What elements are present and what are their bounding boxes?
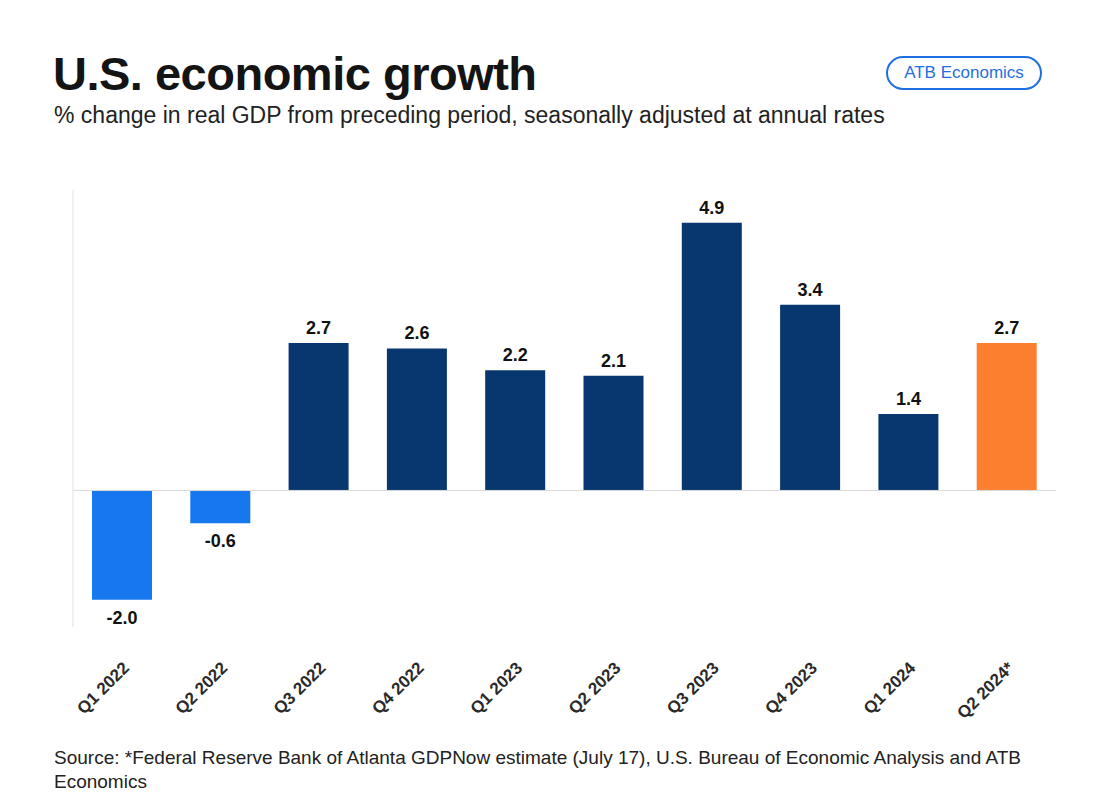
svg-text:Q2 2024*: Q2 2024*	[953, 658, 1018, 723]
html-text:U.S. economic growth: U.S. economic growth	[53, 47, 537, 100]
svg-text:2.2: 2.2	[503, 345, 528, 365]
svg-text:Q1 2024: Q1 2024	[860, 658, 920, 718]
svg-text:2.7: 2.7	[994, 318, 1019, 338]
svg-text:2.7: 2.7	[306, 318, 331, 338]
svg-text:Q2 2022: Q2 2022	[172, 658, 232, 718]
svg-text:Q1 2022: Q1 2022	[73, 658, 133, 718]
html-text:ATB Economics: ATB Economics	[904, 63, 1024, 82]
svg-text:1.4: 1.4	[896, 389, 921, 409]
svg-text:-0.6: -0.6	[205, 531, 236, 551]
svg-text:Q1 2023: Q1 2023	[467, 658, 527, 718]
svg-text:4.9: 4.9	[699, 198, 724, 218]
svg-text:-2.0: -2.0	[106, 608, 137, 628]
svg-text:3.4: 3.4	[798, 280, 823, 300]
html-text:% change in real GDP from prec: % change in real GDP from preceding peri…	[54, 102, 885, 128]
svg-text:Q4 2023: Q4 2023	[762, 658, 822, 718]
html-text:Source: *Federal Reserve Bank: Source: *Federal Reserve Bank of Atlanta…	[54, 747, 1021, 792]
svg-text:Q4 2022: Q4 2022	[368, 658, 428, 718]
svg-text:Q3 2023: Q3 2023	[663, 658, 723, 718]
svg-text:Q3 2022: Q3 2022	[270, 658, 330, 718]
svg-text:Q2 2023: Q2 2023	[565, 658, 625, 718]
svg-text:2.6: 2.6	[404, 323, 429, 343]
svg-text:2.1: 2.1	[601, 351, 626, 371]
